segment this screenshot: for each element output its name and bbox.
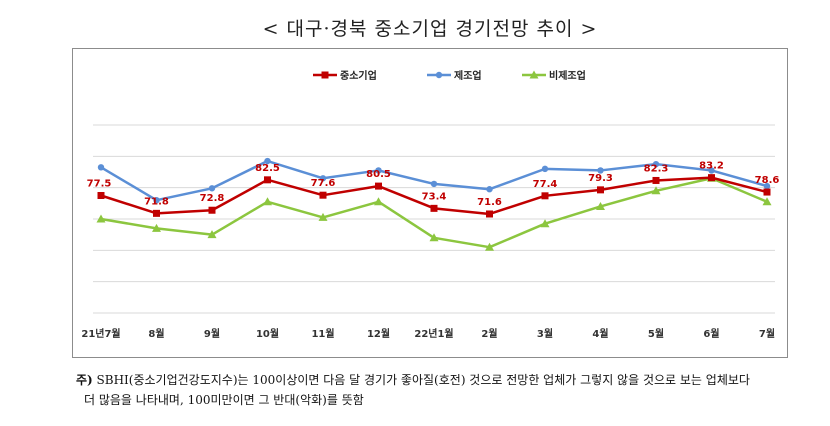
non-manufacturing-series-point	[485, 242, 494, 251]
x-tick-label: 2월	[481, 328, 497, 340]
manufacturing-series-point	[319, 175, 327, 182]
manufacturing-series-point	[153, 197, 160, 204]
sme-series-point	[375, 182, 382, 190]
sme-series-point	[208, 206, 216, 214]
x-tick-label: 4월	[592, 328, 608, 340]
legend-non-manufacturing-label: 비제조업	[549, 69, 586, 82]
manufacturing-series-point	[708, 167, 715, 174]
sme-series-point	[97, 192, 105, 199]
x-tick-label: 12월	[367, 328, 390, 340]
sme-data-label: 77.6	[311, 178, 336, 189]
x-tick-label: 11월	[311, 328, 334, 340]
manufacturing-series-point	[541, 165, 549, 173]
non-manufacturing-series-point	[96, 214, 106, 223]
sme-data-label: 82.5	[255, 163, 280, 174]
legend-sme-label: 중소기업	[340, 69, 377, 82]
x-tick-label: 6월	[703, 328, 719, 340]
legend-non-manufacturing-marker	[529, 70, 539, 79]
non-manufacturing-series-point	[318, 212, 328, 221]
sme-data-label: 77.4	[533, 179, 558, 190]
sme-data-label: 82.3	[644, 163, 669, 174]
sme-series-point	[708, 174, 715, 182]
legend-manufacturing-label: 제조업	[454, 69, 482, 82]
sme-data-label: 80.5	[366, 169, 391, 180]
sme-series-point	[319, 191, 327, 199]
non-manufacturing-series-point	[207, 230, 217, 239]
legend-sme-marker	[321, 71, 329, 79]
non-manufacturing-series-point	[540, 219, 550, 228]
manufacturing-series-point	[430, 180, 438, 188]
manufacturing-series-point	[763, 182, 771, 190]
sme-data-label: 79.3	[588, 173, 613, 184]
sme-series-point	[430, 204, 438, 212]
manufacturing-series-point	[375, 167, 382, 174]
footnote: 주) SBHI(중소기업건강도지수)는 100이상이면 다음 달 경기가 좋아질…	[76, 370, 816, 410]
non-manufacturing-series-point	[263, 197, 272, 206]
manufacturing-series-point	[97, 164, 105, 171]
x-tick-label: 8월	[148, 328, 164, 340]
non-manufacturing-series-point	[429, 233, 439, 242]
x-tick-label: 9월	[204, 328, 220, 340]
chart-title: < 대구·경북 중소기업 경기전망 추이 >	[262, 18, 598, 40]
sme-series-point	[541, 192, 549, 200]
manufacturing-series-point	[652, 160, 660, 168]
sme-data-label: 78.6	[755, 175, 780, 186]
sme-series-point	[153, 209, 160, 217]
sme-data-label: 83.2	[699, 161, 724, 172]
x-tick-label: 7월	[759, 328, 775, 340]
sme-data-label: 72.8	[200, 193, 225, 204]
x-tick-label: 5월	[648, 328, 664, 340]
sme-data-label: 71.8	[144, 196, 169, 207]
footnote-line-1: 주) SBHI(중소기업건강도지수)는 100이상이면 다음 달 경기가 좋아질…	[76, 370, 816, 390]
sme-series-point	[763, 188, 771, 196]
x-tick-label: 3월	[537, 328, 553, 340]
manufacturing-series-point	[486, 186, 493, 193]
footnote-prefix: 주)	[76, 373, 93, 387]
chart-area: 21년7월 8월 9월 10월 11월 12월 22년1월 2월 3월 4월 5월 6월 7월 77.5 7…	[72, 48, 788, 358]
sme-series-point	[264, 176, 271, 184]
sme-series-point	[486, 210, 493, 218]
non-manufacturing-series-point	[152, 223, 161, 232]
non-manufacturing-series-point	[651, 186, 661, 195]
footnote-line-2: 더 많음을 나타내며, 100미만이면 그 반대(악화)를 뜻함	[84, 393, 364, 407]
footnote-text-1: SBHI(중소기업건강도지수)는 100이상이면 다음 달 경기가 좋아질(호전…	[96, 373, 750, 387]
sme-series-point	[652, 176, 660, 184]
non-manufacturing-series-point	[762, 197, 772, 206]
line-chart: 21년7월 8월 9월 10월 11월 12월 22년1월 2월 3월 4월 5월 6월 7월 77.5 7…	[81, 69, 780, 340]
sme-data-label: 71.6	[477, 197, 502, 208]
sme-series-point	[597, 186, 604, 194]
sme-data-label: 77.5	[87, 179, 112, 190]
sme-data-label: 73.4	[422, 191, 447, 202]
x-tick-label: 21년7월	[81, 327, 120, 340]
non-manufacturing-series-point	[596, 201, 605, 210]
x-tick-label: 22년1월	[414, 327, 453, 340]
non-manufacturing-series-point	[374, 197, 383, 206]
manufacturing-series-point	[597, 167, 604, 174]
x-tick-label: 10월	[256, 328, 279, 340]
manufacturing-series-point	[208, 185, 216, 192]
manufacturing-series-point	[264, 157, 271, 165]
legend-manufacturing-marker	[435, 71, 443, 79]
